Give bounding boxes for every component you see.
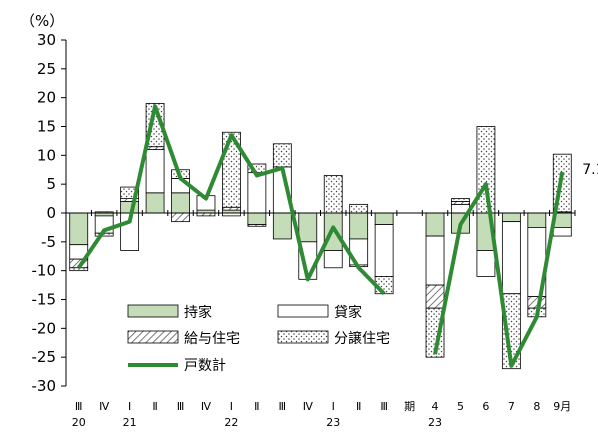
bar-segment-3-8 bbox=[272, 143, 292, 168]
bar-segment-3-17 bbox=[501, 293, 521, 370]
x-tick-label: 5 bbox=[457, 400, 464, 413]
y-tick-label: 0 bbox=[46, 204, 56, 222]
legend-label-total: 戸数計 bbox=[184, 358, 226, 374]
bar-segment-1-3 bbox=[145, 149, 165, 194]
bar-segment-1-10 bbox=[323, 250, 343, 269]
bar-segment-1-19 bbox=[552, 227, 572, 237]
bar-segment-2-14 bbox=[425, 284, 445, 309]
legend-swatch-mochiie bbox=[127, 304, 179, 318]
unit-label: （%） bbox=[20, 12, 64, 30]
bar-segment-2-15 bbox=[451, 201, 470, 205]
bar-segment-1-14 bbox=[425, 235, 445, 286]
x-tick-label: 4 bbox=[432, 400, 439, 413]
x-year-label: 20 bbox=[72, 416, 86, 429]
x-tick-label: Ⅱ bbox=[152, 400, 157, 413]
x-tick-label: Ⅰ bbox=[230, 400, 233, 413]
x-tick-label: Ⅱ bbox=[254, 400, 259, 413]
x-year-label: 22 bbox=[224, 416, 238, 429]
y-tick-label: 15 bbox=[37, 118, 56, 136]
total-line-segment-0 bbox=[77, 104, 386, 296]
y-tick-label: -25 bbox=[32, 348, 57, 366]
x-tick-label: 9月 bbox=[553, 400, 571, 413]
total-line-segment-1 bbox=[433, 171, 565, 368]
x-tick-label: Ⅰ bbox=[332, 400, 335, 413]
legend-label-kyuyo: 給与住宅 bbox=[184, 331, 240, 347]
bar-segment-2-6 bbox=[222, 206, 241, 211]
x-tick-label: Ⅲ bbox=[279, 400, 287, 413]
bar-segment-3-11 bbox=[349, 203, 369, 214]
x-year-label: 21 bbox=[123, 416, 137, 429]
bar-segment-0-2 bbox=[120, 201, 140, 214]
y-tick-label: -10 bbox=[32, 262, 57, 280]
x-tick-label: Ⅳ bbox=[201, 400, 212, 413]
legend-label-mochiie: 持家 bbox=[184, 304, 212, 321]
x-tick-label: Ⅲ bbox=[380, 400, 388, 413]
bar-segment-0-17 bbox=[501, 212, 521, 223]
x-tick-label: Ⅳ bbox=[303, 400, 314, 413]
legend-label-bunjo: 分譲住宅 bbox=[334, 331, 390, 347]
y-tick-label: 20 bbox=[37, 89, 56, 107]
bars-layer bbox=[69, 103, 572, 370]
bar-segment-1-17 bbox=[501, 221, 521, 295]
bar-segment-0-3 bbox=[145, 192, 165, 214]
y-tick-label: 30 bbox=[37, 31, 56, 49]
total-line-layer bbox=[77, 104, 565, 368]
bar-segment-3-10 bbox=[323, 175, 343, 214]
data-label: 7.1 bbox=[582, 162, 598, 178]
x-year-label: 23 bbox=[428, 416, 442, 429]
y-tick-label: -5 bbox=[41, 233, 56, 251]
y-tick-label: 10 bbox=[37, 146, 56, 164]
y-axis: 30 25 20 15 10 5 0 -5 -10 -15 -20 -25 -30 bbox=[32, 31, 66, 395]
bar-segment-0-8 bbox=[272, 212, 292, 240]
bar-segment-0-18 bbox=[527, 212, 547, 228]
x-tick-label: Ⅲ bbox=[177, 400, 185, 413]
y-tick-label: -15 bbox=[32, 291, 57, 309]
legend: 持家 貸家 給与住宅 分譲住宅 戸数計 bbox=[127, 304, 390, 374]
legend-swatch-bunjo bbox=[277, 330, 329, 344]
bar-segment-0-0 bbox=[69, 212, 89, 246]
bar-segment-3-14 bbox=[425, 307, 445, 358]
bar-segment-3-15 bbox=[451, 198, 470, 202]
bar-segment-1-12 bbox=[374, 224, 394, 277]
bar-segment-0-14 bbox=[425, 212, 445, 237]
legend-label-kashiya: 貸家 bbox=[334, 304, 362, 321]
y-tick-label: 25 bbox=[37, 60, 56, 78]
bar-segment-0-12 bbox=[374, 212, 394, 225]
x-tick-label: 8 bbox=[533, 400, 540, 413]
y-tick-label: 5 bbox=[46, 175, 56, 193]
bar-segment-1-16 bbox=[476, 250, 496, 277]
x-year-label: 23 bbox=[326, 416, 340, 429]
bar-segment-0-7 bbox=[247, 212, 267, 225]
bar-segment-3-16 bbox=[476, 126, 496, 214]
x-tick-label: Ⅰ bbox=[128, 400, 131, 413]
bar-segment-2-4 bbox=[171, 212, 190, 223]
legend-swatch-kyuyo bbox=[127, 330, 179, 344]
annotations-layer: 7.1 bbox=[582, 162, 598, 178]
x-tick-label: Ⅲ bbox=[75, 400, 83, 413]
y-tick-label: -30 bbox=[32, 377, 57, 395]
bar-segment-3-2 bbox=[120, 186, 140, 199]
x-tick-label: Ⅳ bbox=[99, 400, 110, 413]
x-tick-label: Ⅱ bbox=[356, 400, 361, 413]
bar-segment-3-0 bbox=[69, 267, 89, 272]
x-tick-label: 6 bbox=[482, 400, 489, 413]
bar-segment-2-3 bbox=[145, 146, 165, 150]
legend-swatch-kashiya bbox=[277, 304, 329, 318]
bar-segment-1-7 bbox=[247, 172, 267, 214]
bar-segment-2-7 bbox=[247, 224, 267, 227]
x-tick-label: 7 bbox=[508, 400, 515, 413]
bar-segment-0-4 bbox=[171, 192, 190, 214]
y-tick-label: -20 bbox=[32, 319, 57, 337]
x-tick-label: 期 bbox=[404, 400, 415, 413]
x-axis: Ⅲ Ⅳ Ⅰ Ⅱ Ⅲ Ⅳ Ⅰ Ⅱ Ⅲ Ⅳ Ⅰ Ⅱ Ⅲ 期 4 5 6 7 8 9月 20 21 22 23 23 bbox=[72, 400, 572, 429]
bar-segment-0-11 bbox=[349, 212, 369, 240]
bar-segment-0-9 bbox=[298, 212, 318, 243]
